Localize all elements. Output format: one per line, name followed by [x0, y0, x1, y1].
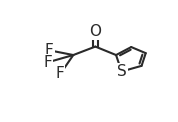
Text: F: F [43, 55, 52, 70]
Text: F: F [45, 43, 54, 58]
Text: O: O [89, 24, 101, 39]
Text: S: S [117, 64, 126, 79]
Text: F: F [55, 66, 64, 81]
